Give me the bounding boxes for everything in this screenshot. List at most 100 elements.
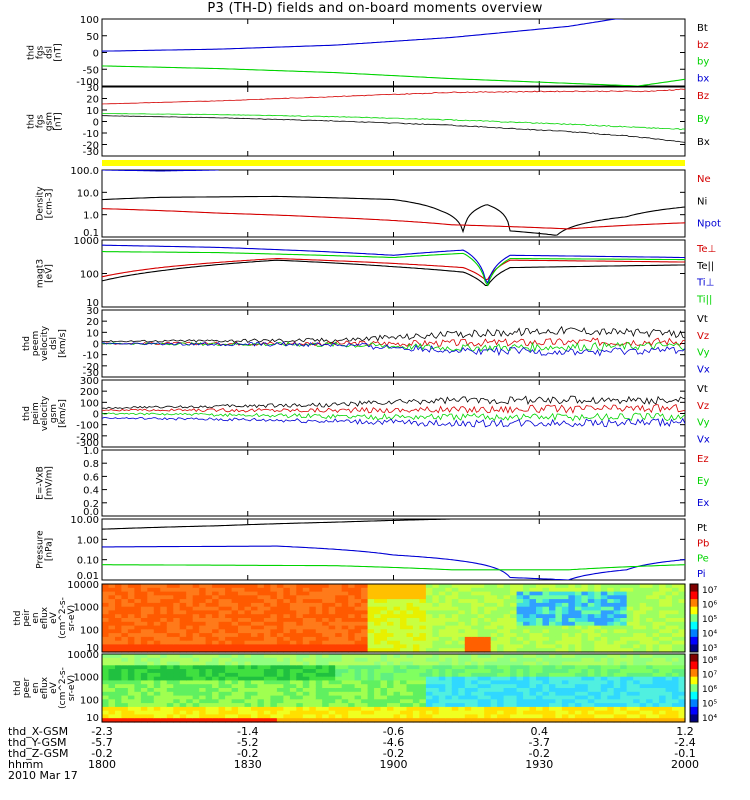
peir-spectrogram-cell bbox=[445, 606, 453, 612]
peir-spectrogram-cell bbox=[218, 610, 226, 615]
peir-spectrogram-cell bbox=[387, 599, 395, 604]
peir-spectrogram-cell bbox=[425, 640, 433, 646]
peer-spectrogram-cell bbox=[296, 661, 304, 666]
peir-spectrogram-cell bbox=[406, 621, 414, 627]
peir-spectrogram-cell bbox=[672, 636, 680, 642]
peer-spectrogram-cell bbox=[626, 699, 634, 704]
peir-spectrogram-cell bbox=[503, 591, 511, 596]
peir-spectrogram-cell bbox=[218, 633, 226, 638]
peir-spectrogram-cell bbox=[549, 584, 557, 589]
peir-spectrogram-cell bbox=[445, 640, 453, 646]
peir-spectrogram-cell bbox=[121, 636, 129, 642]
peer-spectrogram-cell bbox=[231, 703, 239, 708]
peer-spectrogram-cell bbox=[315, 684, 323, 689]
peir-spectrogram-cell bbox=[633, 599, 641, 604]
peir-spectrogram-cell bbox=[542, 595, 550, 600]
peir-spectrogram-cell bbox=[102, 595, 110, 600]
peir-spectrogram-cell bbox=[594, 606, 602, 612]
peir-spectrogram-cell bbox=[127, 614, 135, 619]
peer-spectrogram-cell bbox=[212, 669, 220, 674]
peer-spectrogram-ylabel-line: en bbox=[31, 682, 41, 693]
peir-spectrogram-cell bbox=[199, 614, 207, 619]
peir-spectrogram-cell bbox=[477, 591, 485, 596]
peer-spectrogram-colorbar-label: 10⁷ bbox=[702, 671, 717, 681]
peer-spectrogram-cell bbox=[361, 665, 369, 670]
peir-spectrogram-ytick: 1000 bbox=[74, 603, 99, 614]
peer-spectrogram-cell bbox=[503, 695, 511, 700]
peer-spectrogram-cell bbox=[341, 703, 349, 708]
peir-spectrogram-cell bbox=[127, 591, 135, 596]
peir-spectrogram-cell bbox=[516, 614, 524, 619]
peer-spectrogram-cell bbox=[652, 661, 660, 666]
peer-spectrogram-cell bbox=[225, 676, 233, 682]
peir-spectrogram-cell bbox=[108, 610, 116, 615]
peir-spectrogram-cell bbox=[225, 614, 233, 619]
peer-spectrogram-cell bbox=[536, 672, 544, 678]
peir-spectrogram-cell bbox=[587, 648, 595, 653]
peer-spectrogram-cell bbox=[652, 654, 660, 659]
peir-spectrogram-cell bbox=[147, 644, 155, 649]
peir-spectrogram-cell bbox=[238, 621, 246, 627]
peer-spectrogram-cell bbox=[438, 706, 446, 712]
peir-spectrogram-cell bbox=[153, 602, 161, 608]
peir-spectrogram-cell bbox=[393, 621, 401, 627]
peir-spectrogram-cell bbox=[296, 584, 304, 589]
peer-spectrogram-cell bbox=[322, 688, 330, 693]
peir-spectrogram-cell bbox=[523, 591, 531, 596]
peer-spectrogram-cell bbox=[328, 672, 336, 678]
peer-spectrogram-cell bbox=[186, 665, 194, 670]
peer-spectrogram-cell bbox=[400, 680, 408, 685]
peir-spectrogram-cell bbox=[315, 602, 323, 608]
peir-spectrogram-cell bbox=[361, 595, 369, 600]
peer-spectrogram-cell bbox=[484, 669, 492, 674]
peer-spectrogram-cell bbox=[166, 680, 174, 685]
peir-spectrogram-cell bbox=[147, 636, 155, 642]
peir-spectrogram-cell bbox=[380, 606, 388, 612]
peer-spectrogram-cell bbox=[620, 684, 628, 689]
fgs-gsm-ytick: 10 bbox=[86, 106, 99, 117]
peir-spectrogram-cell bbox=[276, 618, 284, 623]
peir-spectrogram-cell bbox=[393, 595, 401, 600]
peir-spectrogram-cell bbox=[490, 599, 498, 604]
footer-value: -2.3 bbox=[91, 725, 112, 738]
peir-spectrogram-cell bbox=[464, 621, 472, 627]
peir-spectrogram-cell bbox=[497, 648, 505, 653]
peir-spectrogram-cell bbox=[341, 584, 349, 589]
peir-spectrogram-cell bbox=[387, 610, 395, 615]
peir-spectrogram-cell bbox=[115, 621, 123, 627]
peir-spectrogram-cell bbox=[166, 614, 174, 619]
peer-spectrogram-cell bbox=[581, 703, 589, 708]
peer-spectrogram-cell bbox=[108, 710, 116, 716]
peir-spectrogram-cell bbox=[231, 625, 239, 630]
peir-spectrogram-cell bbox=[620, 614, 628, 619]
peer-spectrogram-cell bbox=[672, 654, 680, 659]
peer-spectrogram-cell bbox=[594, 710, 602, 716]
peer-spectrogram-cell bbox=[121, 688, 129, 693]
peer-spectrogram-cell bbox=[678, 699, 686, 704]
peir-spectrogram-cell bbox=[289, 606, 297, 612]
peer-spectrogram-cell bbox=[115, 695, 123, 700]
peir-spectrogram-cell bbox=[199, 599, 207, 604]
peer-spectrogram-cell bbox=[581, 657, 589, 663]
peir-spectrogram-cell bbox=[257, 648, 265, 653]
peer-spectrogram-cell bbox=[607, 657, 615, 663]
peir-spectrogram-cell bbox=[445, 636, 453, 642]
peer-spectrogram-cell bbox=[549, 657, 557, 663]
peer-spectrogram-cell bbox=[490, 661, 498, 666]
peir-spectrogram-cell bbox=[257, 602, 265, 608]
peir-spectrogram-cell bbox=[581, 633, 589, 638]
peir-spectrogram-cell bbox=[263, 621, 271, 627]
peer-spectrogram-cell bbox=[186, 680, 194, 685]
peer-spectrogram-cell bbox=[212, 699, 220, 704]
peer-spectrogram-cell bbox=[561, 680, 569, 685]
peir-spectrogram-ylabel-line: sr-eV) bbox=[67, 605, 77, 631]
peer-spectrogram-cell bbox=[497, 684, 505, 689]
peir-spectrogram-cell bbox=[613, 591, 621, 596]
peir-spectrogram-cell bbox=[536, 640, 544, 646]
peir-spectrogram-cell bbox=[102, 606, 110, 612]
peir-spectrogram-cell bbox=[153, 591, 161, 596]
peir-spectrogram-cell bbox=[607, 644, 615, 649]
peer-spectrogram-cell bbox=[529, 714, 537, 719]
peer-spectrogram-cell bbox=[425, 695, 433, 700]
peer-spectrogram-cell bbox=[458, 703, 466, 708]
